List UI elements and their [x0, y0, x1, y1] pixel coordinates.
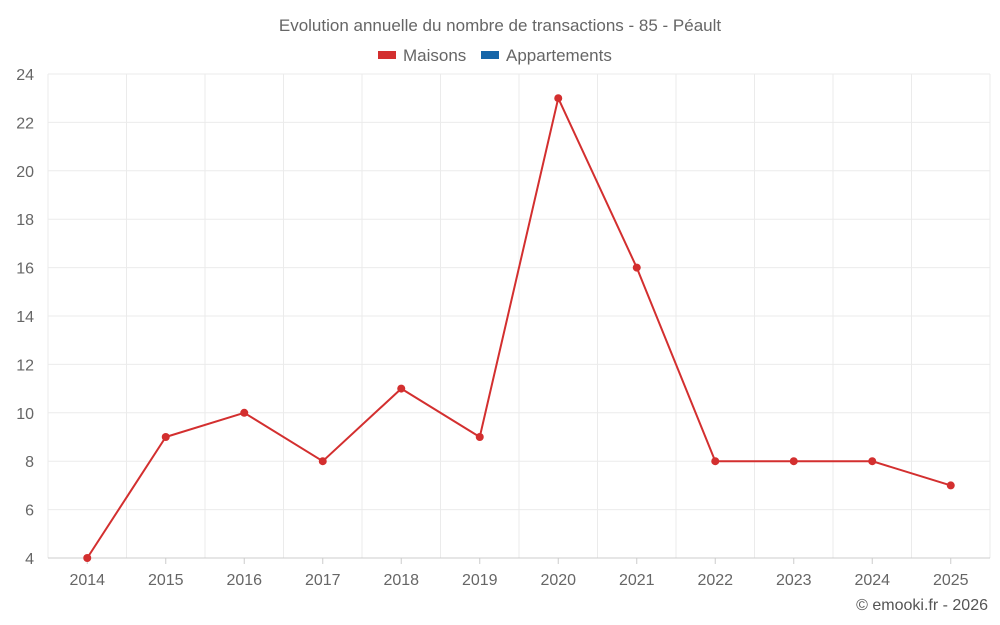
legend-item-maisons[interactable]: Maisons — [378, 46, 466, 65]
chart-title: Evolution annuelle du nombre de transact… — [279, 16, 722, 35]
data-point[interactable] — [789, 457, 798, 466]
x-tick-label: 2014 — [69, 572, 105, 589]
data-point[interactable] — [397, 384, 406, 393]
y-tick-label: 6 — [25, 503, 34, 520]
y-tick-label: 10 — [16, 406, 34, 423]
data-point[interactable] — [632, 263, 641, 272]
y-tick-label: 8 — [25, 454, 34, 471]
data-point[interactable] — [161, 433, 170, 441]
x-tick-label: 2017 — [305, 572, 341, 589]
y-tick-label: 14 — [16, 309, 34, 326]
data-point[interactable] — [711, 457, 720, 466]
data-point[interactable] — [868, 457, 877, 466]
y-tick-label: 16 — [16, 261, 34, 278]
legend-item-appartements[interactable]: Appartements — [481, 46, 612, 65]
legend-label-appartements: Appartements — [506, 46, 612, 65]
data-point[interactable] — [475, 433, 484, 441]
x-tick-label: 2015 — [148, 572, 184, 589]
y-tick-label: 12 — [16, 357, 34, 374]
x-axis: 2014 2015 2016 2017 2018 2019 2020 2021 2022 2023… — [48, 557, 990, 589]
x-tick-label: 2016 — [226, 572, 262, 589]
data-point[interactable] — [83, 554, 92, 562]
x-tick-label: 2023 — [776, 572, 812, 589]
data-point[interactable] — [554, 94, 563, 103]
y-tick-label: 4 — [25, 551, 34, 568]
y-tick-label: 20 — [16, 164, 34, 181]
legend-swatch-maisons — [378, 51, 396, 59]
credit: © emooki.fr - 2026 — [856, 597, 988, 614]
x-tick-label: 2022 — [697, 572, 733, 589]
x-tick-label: 2018 — [383, 572, 419, 589]
x-tick-label: 2020 — [540, 572, 576, 589]
y-axis: 4 6 8 10 12 14 16 18 20 22 24 — [16, 67, 34, 568]
legend-label-maisons: Maisons — [403, 46, 466, 65]
y-tick-label: 24 — [16, 67, 34, 84]
data-point[interactable] — [318, 457, 327, 466]
x-tick-label: 2021 — [619, 572, 655, 589]
y-tick-label: 18 — [16, 212, 34, 229]
y-tick-label: 22 — [16, 115, 34, 132]
x-tick-label: 2024 — [854, 572, 890, 589]
x-tick-label: 2019 — [462, 572, 498, 589]
grid — [47, 73, 991, 559]
legend-swatch-appartements — [481, 51, 499, 59]
data-point[interactable] — [240, 408, 249, 417]
data-point[interactable] — [946, 481, 955, 490]
series-line — [86, 97, 952, 559]
legend: Maisons Appartements — [378, 46, 612, 65]
series-maisons — [83, 94, 955, 562]
x-tick-label: 2025 — [933, 572, 969, 589]
